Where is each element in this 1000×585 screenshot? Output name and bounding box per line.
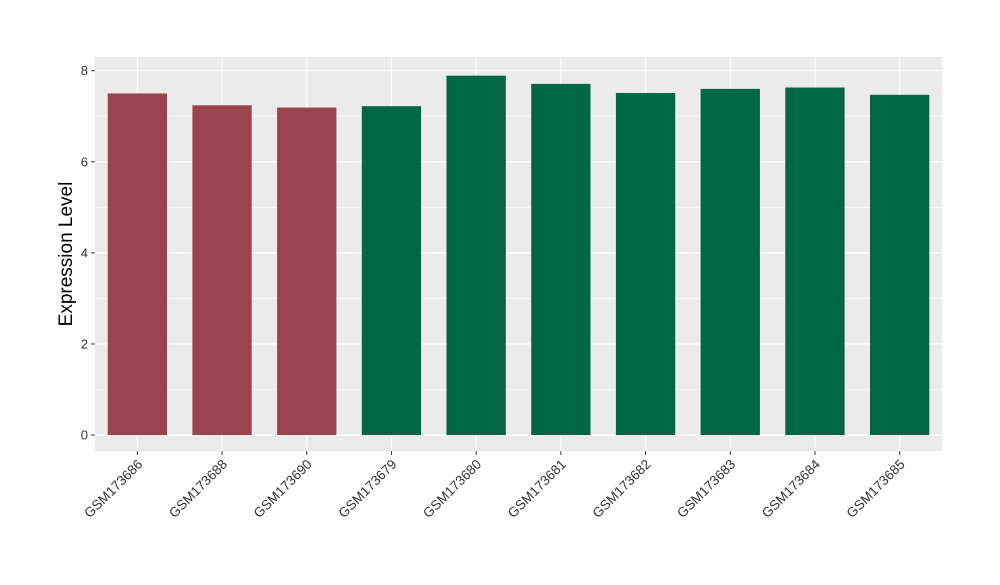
x-tick-label: GSM173690: [251, 457, 315, 521]
bars: [107, 75, 930, 436]
bar-GSM173688: [192, 105, 252, 436]
x-tick-label: GSM173682: [589, 457, 653, 521]
x-tick-label: GSM173683: [674, 457, 738, 521]
x-tick-label: GSM173688: [166, 457, 230, 521]
x-tick-label: GSM173684: [759, 456, 824, 521]
y-tick-label: 6: [81, 154, 88, 169]
x-tick-label: GSM173685: [844, 457, 908, 521]
y-axis: 0 2 4 6 8: [81, 63, 95, 443]
bar-GSM173685: [870, 94, 930, 436]
x-tick-label: GSM173686: [81, 457, 145, 521]
bar-GSM173684: [785, 87, 845, 436]
bar-GSM173682: [615, 92, 676, 436]
x-tick-label: GSM173681: [505, 457, 569, 521]
x-axis: GSM173686 GSM173688 GSM173690 GSM173679 GSM1…: [81, 451, 908, 521]
bar-GSM173680: [446, 75, 506, 436]
y-tick-label: 4: [81, 245, 88, 260]
y-axis-label: Expression Level: [56, 182, 77, 327]
x-tick-label: GSM173679: [335, 457, 399, 521]
bar-GSM173686: [107, 93, 167, 436]
y-tick-label: 2: [81, 336, 88, 351]
bar-GSM173679: [361, 106, 422, 436]
y-tick-label: 8: [81, 63, 88, 78]
bar-GSM173690: [277, 107, 337, 436]
x-tick-label: GSM173680: [420, 457, 484, 521]
y-tick-label: 0: [81, 428, 88, 443]
bar-GSM173681: [531, 83, 591, 436]
bar-GSM173683: [700, 88, 760, 436]
